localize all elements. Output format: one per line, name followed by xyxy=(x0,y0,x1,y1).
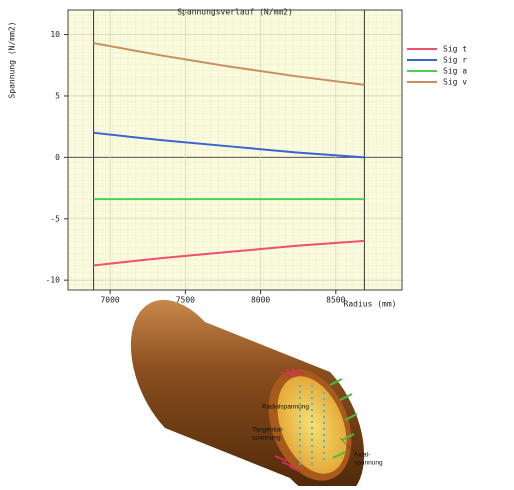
illustration-label: Tangential- xyxy=(252,427,284,434)
minor-grid xyxy=(68,10,402,290)
page: Spannungsverlauf (N/mm2) Spannung (N/mm2… xyxy=(0,0,514,486)
illustration-label: spannung xyxy=(354,460,383,467)
x-axis-label: Radius (mm) xyxy=(344,300,397,309)
x-tick-label: 7000 xyxy=(100,296,119,305)
illustration-label: spannung xyxy=(252,435,281,442)
illustration-label: Radialspannung xyxy=(262,404,309,411)
y-tick-label: 0 xyxy=(55,153,60,162)
legend-label: Sig v xyxy=(443,78,467,87)
y-tick-label: 5 xyxy=(55,91,60,100)
y-axis-label: Spannung (N/mm2) xyxy=(8,21,17,98)
x-tick-label: 7500 xyxy=(176,296,195,305)
legend-label: Sig a xyxy=(443,67,467,76)
x-tick-label: 8500 xyxy=(326,296,345,305)
legend-label: Sig t xyxy=(443,45,467,54)
x-tick-label: 8000 xyxy=(251,296,270,305)
y-tick-label: -10 xyxy=(46,276,61,285)
illustration: Radialspannung Tangential- spannung Axia… xyxy=(131,300,383,486)
legend-label: Sig r xyxy=(443,56,467,65)
illustration-label: Axial- xyxy=(354,452,370,459)
y-tick-label: 10 xyxy=(50,30,60,39)
chart-title: Spannungsverlauf (N/mm2) xyxy=(177,8,293,17)
y-tick-label: -5 xyxy=(50,214,60,223)
